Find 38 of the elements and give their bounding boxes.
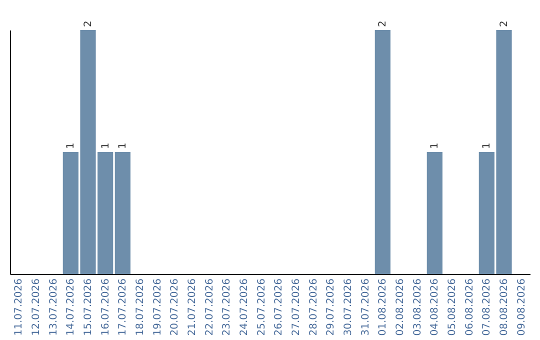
x-tick-label: 22.07.2026 <box>204 278 216 336</box>
x-tick-label: 27.07.2026 <box>291 278 302 336</box>
x-tick-label: 26.07.2026 <box>274 278 285 336</box>
x-tick-label: 19.07.2026 <box>152 278 164 336</box>
x-tick-label: 09.08.2026 <box>516 278 528 336</box>
x-tick-label: 25.07.2026 <box>256 278 268 336</box>
x-tick-label: 04.08.2026 <box>430 278 441 336</box>
data-label: 2 <box>499 20 510 27</box>
x-tick-label: 13.07.2026 <box>48 278 60 336</box>
x-tick-label: 05.08.2026 <box>447 278 458 336</box>
x-tick-label: 17.07.2026 <box>118 278 129 336</box>
data-label: 2 <box>378 20 389 27</box>
x-tick-label: 03.08.2026 <box>412 278 424 336</box>
x-tick-label: 16.07.2026 <box>100 278 112 336</box>
x-tick-label: 11.07.2026 <box>14 278 25 336</box>
x-tick-label: 07.08.2026 <box>482 278 493 336</box>
x-tick-label: 30.07.2026 <box>343 278 354 336</box>
data-label: 1 <box>66 142 77 149</box>
data-label: 1 <box>100 142 112 149</box>
x-tick-label: 12.07.2026 <box>31 278 42 336</box>
x-tick-label: 08.08.2026 <box>499 278 510 336</box>
x-tick-label: 28.07.2026 <box>308 278 320 336</box>
x-tick-label: 24.07.2026 <box>239 278 250 336</box>
x-tick-label: 02.08.2026 <box>395 278 406 336</box>
x-tick-label: 14.07.2026 <box>66 278 77 336</box>
x-tick-label: 20.07.2026 <box>170 278 181 336</box>
data-label: 1 <box>118 142 129 149</box>
data-label: 2 <box>83 20 94 27</box>
data-label: 1 <box>430 142 441 149</box>
x-tick-label: 23.07.2026 <box>222 278 233 336</box>
x-tick-label: 31.07.2026 <box>360 278 372 336</box>
x-tick-label: 06.08.2026 <box>464 278 476 336</box>
data-label: 1 <box>482 142 493 149</box>
x-tick-label: 21.07.2026 <box>187 278 198 336</box>
x-tick-label: 01.08.2026 <box>378 278 389 336</box>
x-tick-label: 15.07.2026 <box>83 278 94 336</box>
x-tick-label: 29.07.2026 <box>326 278 337 336</box>
x-tick-label: 18.07.2026 <box>135 278 146 336</box>
